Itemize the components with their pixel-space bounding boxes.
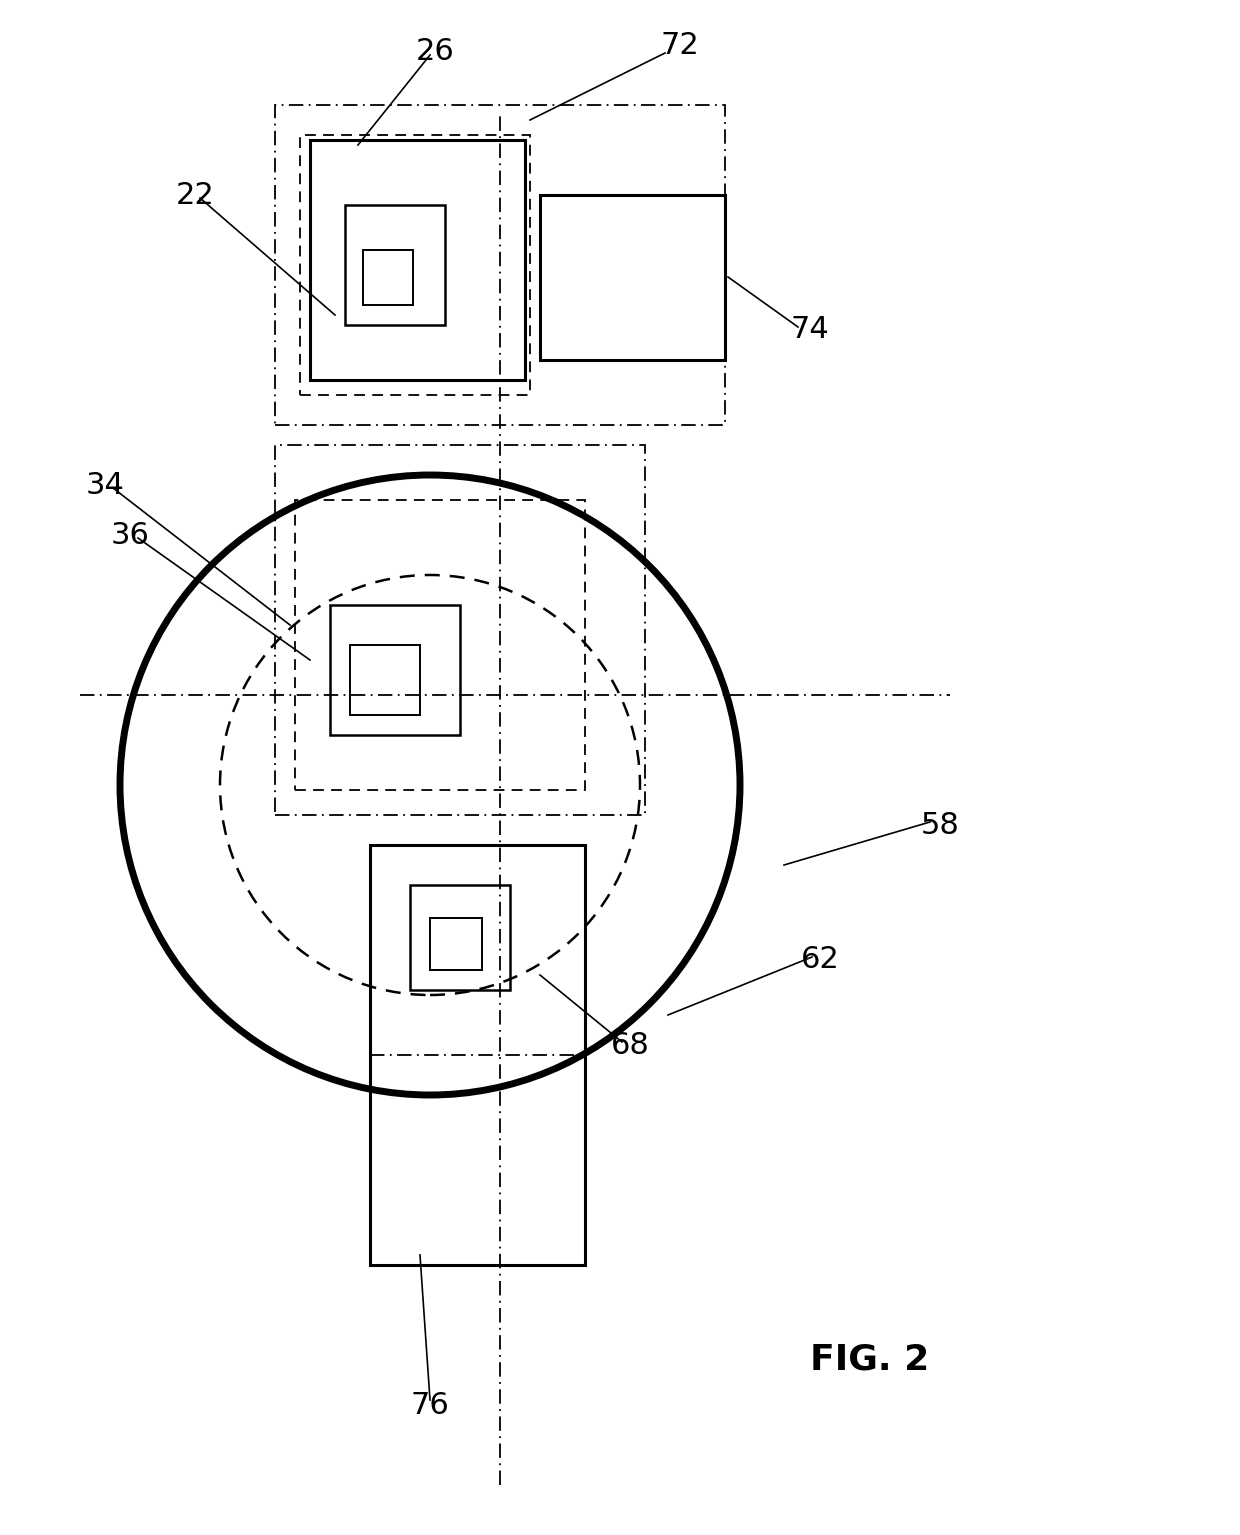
Bar	[370, 844, 585, 1055]
Bar	[410, 886, 510, 990]
Bar	[345, 206, 445, 325]
Bar	[350, 645, 420, 715]
Bar	[300, 135, 529, 394]
Text: 72: 72	[661, 31, 699, 60]
Text: 36: 36	[110, 520, 150, 550]
Bar	[275, 104, 725, 425]
Text: FIG. 2: FIG. 2	[811, 1343, 930, 1377]
Text: 76: 76	[410, 1391, 449, 1420]
Text: 22: 22	[176, 181, 215, 209]
Bar	[430, 918, 482, 970]
Bar	[370, 844, 585, 1265]
Bar	[539, 195, 725, 361]
Text: 74: 74	[791, 316, 830, 344]
Text: 26: 26	[415, 37, 454, 66]
Text: 58: 58	[920, 810, 960, 840]
Text: 34: 34	[86, 471, 124, 499]
Bar	[295, 500, 585, 791]
Bar	[330, 605, 460, 735]
Bar	[275, 445, 645, 815]
Bar	[310, 140, 525, 381]
Bar	[363, 250, 413, 305]
Text: 68: 68	[610, 1030, 650, 1059]
Text: 62: 62	[801, 946, 839, 975]
